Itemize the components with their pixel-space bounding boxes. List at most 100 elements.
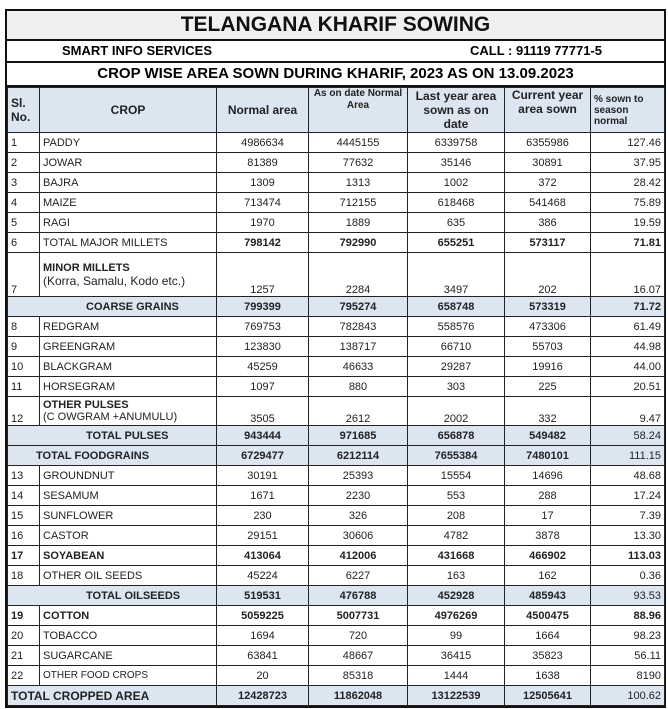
last-year-sown-cell: 13122539 [407, 685, 505, 706]
row-sl-no: 3 [7, 172, 40, 193]
as-on-date-normal-cell: 1313 [308, 172, 408, 193]
last-year-sown-cell: 558576 [407, 316, 505, 337]
pct-sown-cell: 9.47 [590, 396, 665, 426]
normal-area-cell: 30191 [216, 465, 309, 486]
pct-sown-cell: 44.00 [590, 356, 665, 377]
crop-label: CASTOR [43, 529, 89, 542]
normal-area-cell: 123830 [216, 336, 309, 357]
last-year-sown-cell: 29287 [407, 356, 505, 377]
pct-sown-cell: 44.98 [590, 336, 665, 357]
current-year-sown-cell: 485943 [504, 585, 591, 606]
crop-label: BAJRA [43, 176, 79, 189]
row-crop-name: SUNFLOWER [39, 505, 217, 526]
last-year-sown-cell: 208 [407, 505, 505, 526]
row-sl-no: 5 [7, 212, 40, 233]
table-row: 8 REDGRAM 769753 782843 558576 473306 61.49 [7, 316, 665, 337]
normal-area-cell: 45224 [216, 565, 309, 586]
last-year-sown-cell: 452928 [407, 585, 505, 606]
as-on-date-normal-cell: 476788 [308, 585, 408, 606]
pct-sown-cell: 28.42 [590, 172, 665, 193]
as-on-date-normal-cell: 5007731 [308, 605, 408, 626]
as-on-date-normal-cell: 11862048 [308, 685, 408, 706]
row-crop-name: OTHER FOOD CROPS [39, 665, 217, 686]
normal-area-cell: 519531 [216, 585, 309, 606]
pct-sown-cell: 71.81 [590, 232, 665, 253]
row-sl-no: 1 [7, 132, 40, 153]
current-year-sown-cell: 573117 [504, 232, 591, 253]
last-year-sown-cell: 656878 [407, 425, 505, 446]
row-sl-no: 8 [7, 316, 40, 337]
current-year-sown-cell: 386 [504, 212, 591, 233]
row-crop-name: MINOR MILLETS (Korra, Samalu, Kodo etc.) [39, 252, 217, 297]
row-sl-no: 6 [7, 232, 40, 253]
pct-sown-cell: 13.30 [590, 525, 665, 546]
row-crop-name: TOTAL MAJOR MILLETS [39, 232, 217, 253]
pct-sown-cell: 16.07 [590, 252, 665, 297]
normal-area-cell: 1097 [216, 376, 309, 397]
col-last-year: Last year area sown as on date [407, 87, 505, 133]
row-crop-name: CASTOR [39, 525, 217, 546]
normal-area-cell: 4986634 [216, 132, 309, 153]
row-crop-name: SOYABEAN [39, 545, 217, 566]
table-row: 4 MAIZE 713474 712155 618468 541468 75.89 [7, 192, 665, 213]
table-row: 17 SOYABEAN 413064 412006 431668 466902 113.03 [7, 545, 665, 566]
table-row: 10 BLACKGRAM 45259 46633 29287 19916 44.00 [7, 356, 665, 377]
normal-area-cell: 45259 [216, 356, 309, 377]
as-on-date-normal-cell: 720 [308, 625, 408, 646]
normal-area-cell: 713474 [216, 192, 309, 213]
row-crop-name: HORSEGRAM [39, 376, 217, 397]
current-year-sown-cell: 1638 [504, 665, 591, 686]
last-year-sown-cell: 658748 [407, 296, 505, 317]
row-sl-no: 10 [7, 356, 40, 377]
row-crop-name: SESAMUM [39, 485, 217, 506]
table-row: 2 JOWAR 81389 77632 35146 30891 37.95 [7, 152, 665, 173]
row-sl-no: 12 [7, 396, 40, 426]
pct-sown-cell: 100.62 [590, 685, 665, 706]
crop-label: RAGI [43, 216, 70, 229]
last-year-sown-cell: 163 [407, 565, 505, 586]
current-year-sown-cell: 332 [504, 396, 591, 426]
pct-sown-cell: 0.36 [590, 565, 665, 586]
as-on-date-normal-cell: 2230 [308, 485, 408, 506]
as-on-date-normal-cell: 326 [308, 505, 408, 526]
row-total-label: TOTAL FOODGRAINS [7, 445, 217, 466]
as-on-date-normal-cell: 6212114 [308, 445, 408, 466]
header-row: Sl. No. CROP Normal area As on date Norm… [7, 87, 665, 133]
table-row: COARSE GRAINS 799399 795274 658748 573319 71.… [7, 296, 665, 317]
call-number: CALL : 91119 77771-5 [470, 43, 603, 58]
current-year-sown-cell: 202 [504, 252, 591, 297]
crop-label: SOYABEAN [43, 549, 105, 562]
crop-label: JOWAR [43, 156, 83, 169]
last-year-sown-cell: 7655384 [407, 445, 505, 466]
current-year-sown-cell: 17 [504, 505, 591, 526]
row-sl-no: 11 [7, 376, 40, 397]
normal-area-cell: 6729477 [216, 445, 309, 466]
pct-sown-cell: 113.03 [590, 545, 665, 566]
current-year-sown-cell: 30891 [504, 152, 591, 173]
crop-label: TOTAL MAJOR MILLETS [43, 236, 168, 249]
crop-label: MAIZE [43, 196, 77, 209]
table-row: 7 MINOR MILLETS (Korra, Samalu, Kodo etc.)… [7, 252, 665, 297]
pct-sown-cell: 48.68 [590, 465, 665, 486]
normal-area-cell: 1671 [216, 485, 309, 506]
pct-sown-cell: 127.46 [590, 132, 665, 153]
col-normal-area: Normal area [216, 87, 309, 133]
row-crop-name: OTHER PULSES (C OWGRAM +ANUMULU) [39, 396, 217, 426]
current-year-sown-cell: 541468 [504, 192, 591, 213]
as-on-date-normal-cell: 971685 [308, 425, 408, 446]
row-sl-no: 22 [7, 665, 40, 686]
as-on-date-normal-cell: 4445155 [308, 132, 408, 153]
current-year-sown-cell: 1664 [504, 625, 591, 646]
row-total-label: TOTAL CROPPED AREA [7, 685, 217, 706]
last-year-sown-cell: 1444 [407, 665, 505, 686]
normal-area-cell: 799399 [216, 296, 309, 317]
as-on-date-normal-cell: 48667 [308, 645, 408, 666]
pct-sown-cell: 56.11 [590, 645, 665, 666]
current-year-sown-cell: 225 [504, 376, 591, 397]
current-year-sown-cell: 4500475 [504, 605, 591, 626]
last-year-sown-cell: 1002 [407, 172, 505, 193]
table-row: TOTAL CROPPED AREA 12428723 11862048 131225… [7, 685, 665, 706]
row-crop-name: BAJRA [39, 172, 217, 193]
table-row: 5 RAGI 1970 1889 635 386 19.59 [7, 212, 665, 233]
last-year-sown-cell: 4782 [407, 525, 505, 546]
